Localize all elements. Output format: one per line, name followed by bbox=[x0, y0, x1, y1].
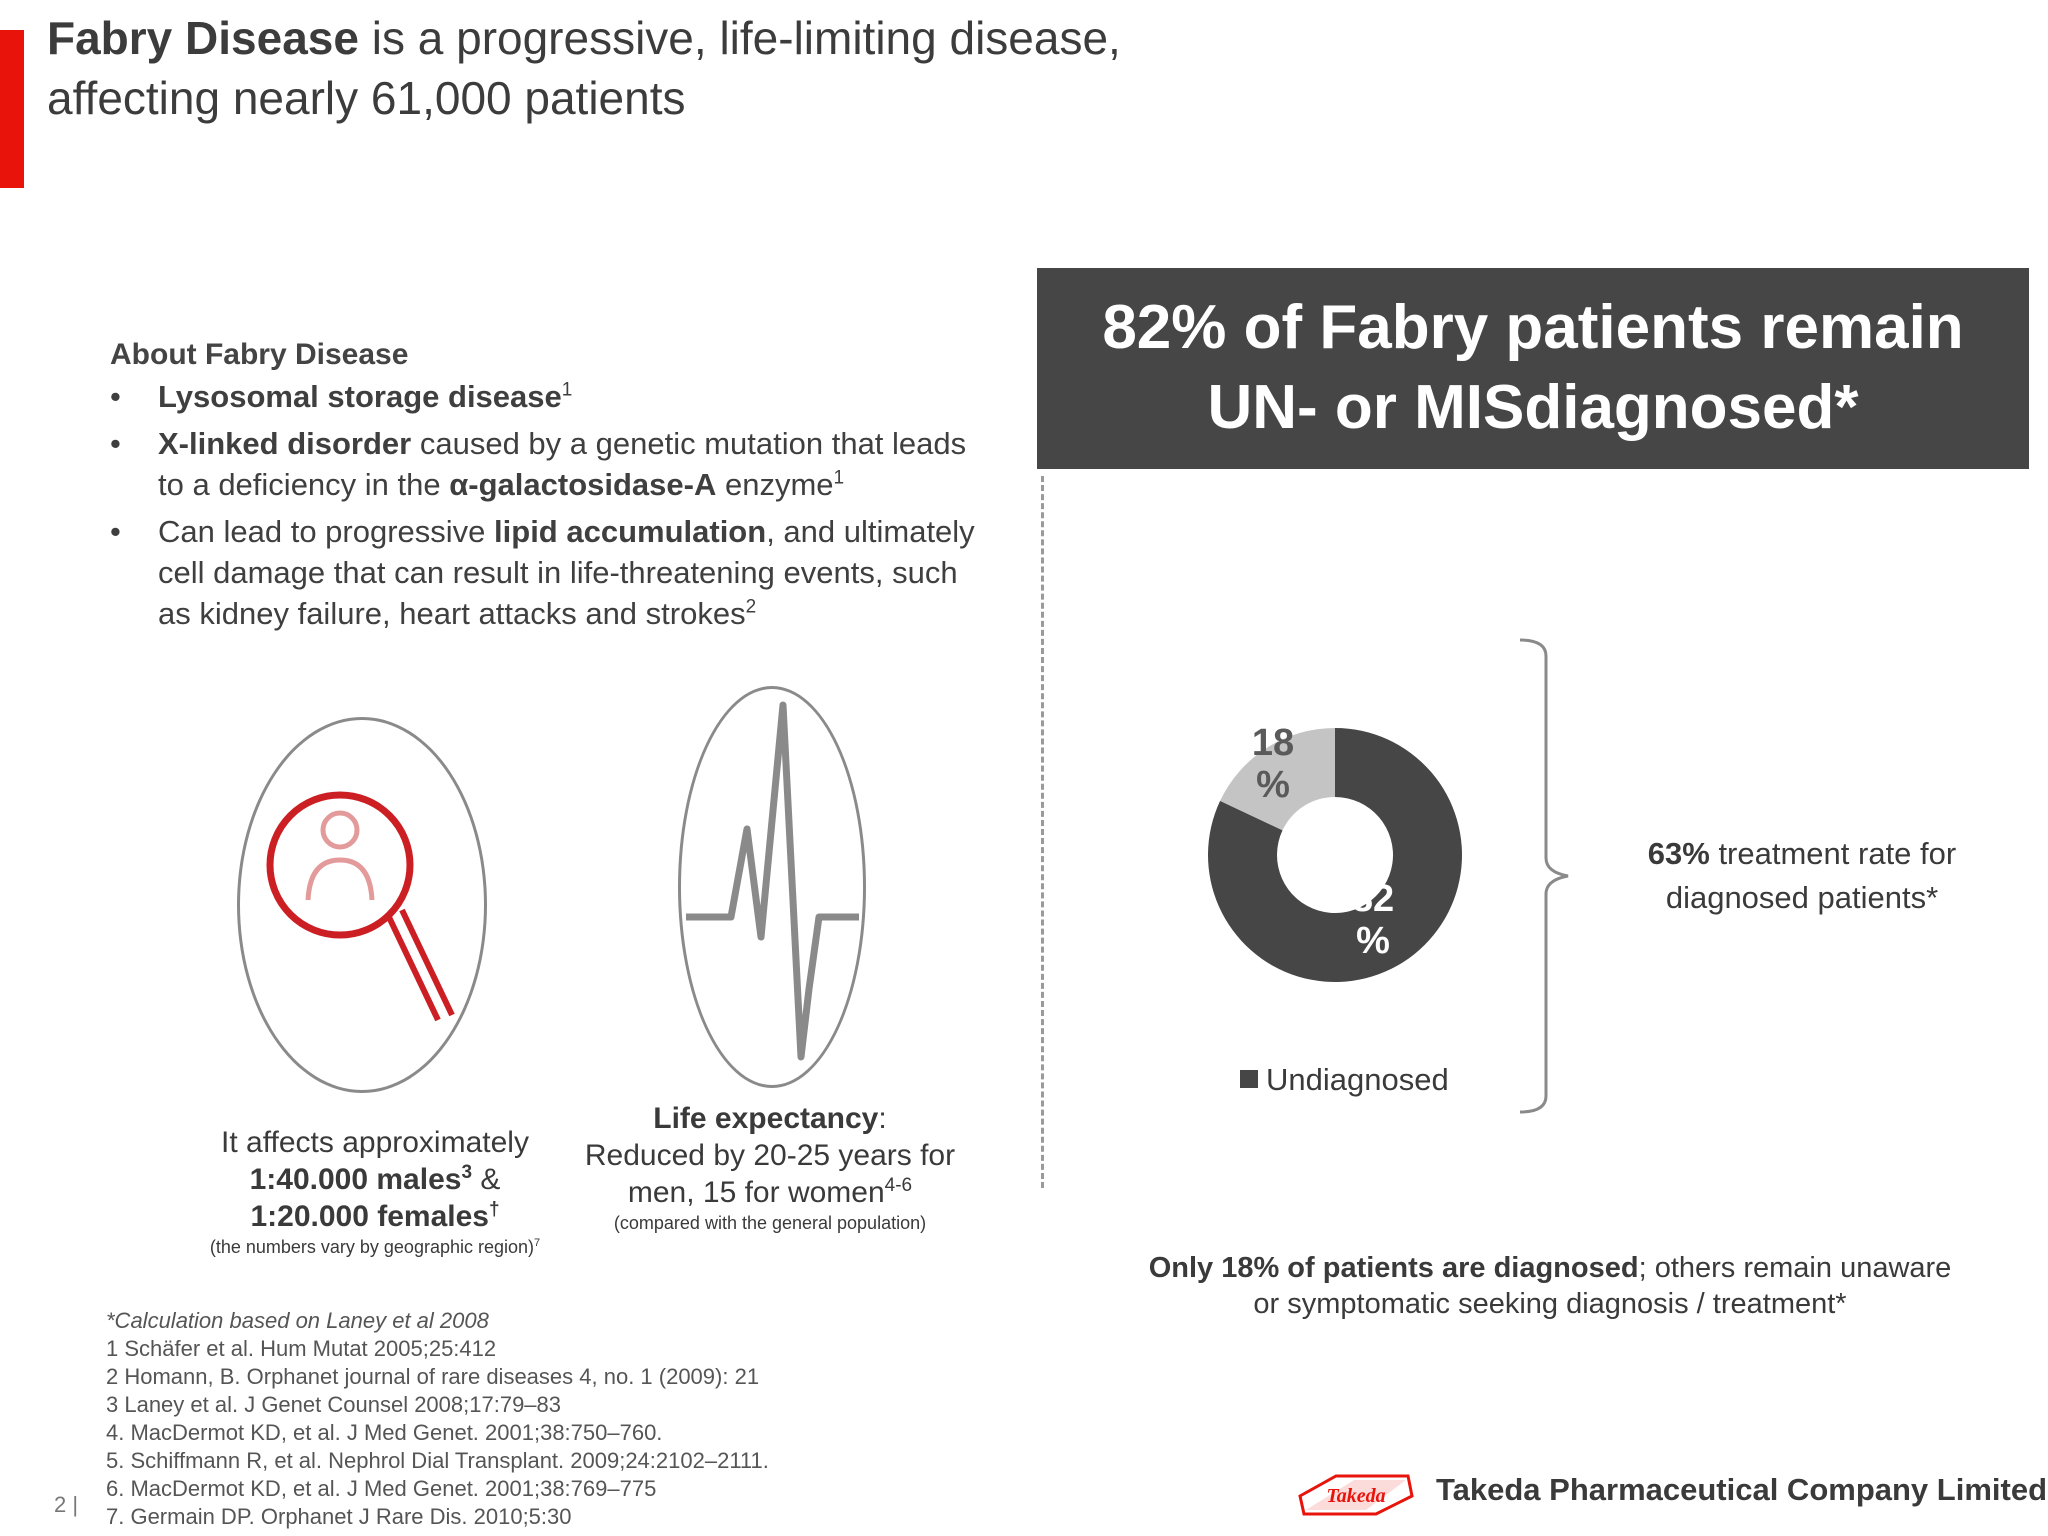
legend-swatch bbox=[1240, 1070, 1258, 1088]
reference-item: 1 Schäfer et al. Hum Mutat 2005;25:412 bbox=[106, 1336, 497, 1361]
about-bullet-list: Lysosomal storage disease1 X-linked diso… bbox=[110, 376, 990, 640]
life-expectancy-caption: Life expectancy: Reduced by 20-25 years … bbox=[584, 1102, 956, 1233]
about-heading: About Fabry Disease bbox=[110, 338, 409, 371]
page-title: Fabry Disease is a progressive, life-lim… bbox=[47, 12, 1121, 124]
reference-item: 7. Germain DP. Orphanet J Rare Dis. 2010… bbox=[106, 1504, 572, 1529]
prevalence-caption: It affects approximately 1:40.000 males3… bbox=[209, 1126, 541, 1257]
reference-item: 5. Schiffmann R, et al. Nephrol Dial Tra… bbox=[106, 1448, 769, 1473]
dashed-divider bbox=[1041, 476, 1044, 1188]
company-name: Takeda Pharmaceutical Company Limited bbox=[1436, 1472, 2048, 1507]
reference-item: 3 Laney et al. J Genet Counsel 2008;17:7… bbox=[106, 1392, 562, 1417]
headline-banner: 82% of Fabry patients remain UN- or MISd… bbox=[1037, 268, 2029, 469]
data-label-diagnosed: 18% bbox=[1251, 722, 1295, 806]
treatment-rate-text: 63% treatment rate for diagnosed patient… bbox=[1647, 836, 1957, 915]
reference-item: *Calculation based on Laney et al 2008 bbox=[106, 1308, 489, 1333]
logo-text: Takeda bbox=[1326, 1485, 1385, 1507]
chart-legend: Undiagnosed bbox=[1240, 1062, 1449, 1098]
reference-item: 6. MacDermot KD, et al. J Med Genet. 200… bbox=[106, 1476, 657, 1501]
bullet-item: Can lead to progressive lipid accumulati… bbox=[110, 511, 990, 634]
magnifier-person-icon bbox=[237, 717, 487, 1093]
diagnosis-note: Only 18% of patients are diagnosed; othe… bbox=[1148, 1252, 1952, 1320]
diagnosis-donut-chart bbox=[1208, 728, 1462, 982]
bullet-item: Lysosomal storage disease1 bbox=[110, 376, 990, 417]
accent-bar bbox=[0, 30, 24, 188]
bracket bbox=[1520, 638, 1569, 1114]
bullet-item: X-linked disorder caused by a genetic mu… bbox=[110, 423, 990, 505]
slice-undiagnosed bbox=[1208, 728, 1462, 982]
data-label-undiagnosed: 82% bbox=[1351, 878, 1395, 962]
heartbeat-icon bbox=[678, 686, 866, 1088]
slice-diagnosed bbox=[1220, 728, 1335, 831]
references-list: *Calculation based on Laney et al 2008 1 … bbox=[106, 1307, 1006, 1531]
page-number: 2 | bbox=[54, 1492, 79, 1517]
reference-item: 4. MacDermot KD, et al. J Med Genet. 200… bbox=[106, 1420, 663, 1445]
takeda-logo: Takeda bbox=[1298, 1474, 1414, 1516]
reference-item: 2 Homann, B. Orphanet journal of rare di… bbox=[106, 1364, 760, 1389]
